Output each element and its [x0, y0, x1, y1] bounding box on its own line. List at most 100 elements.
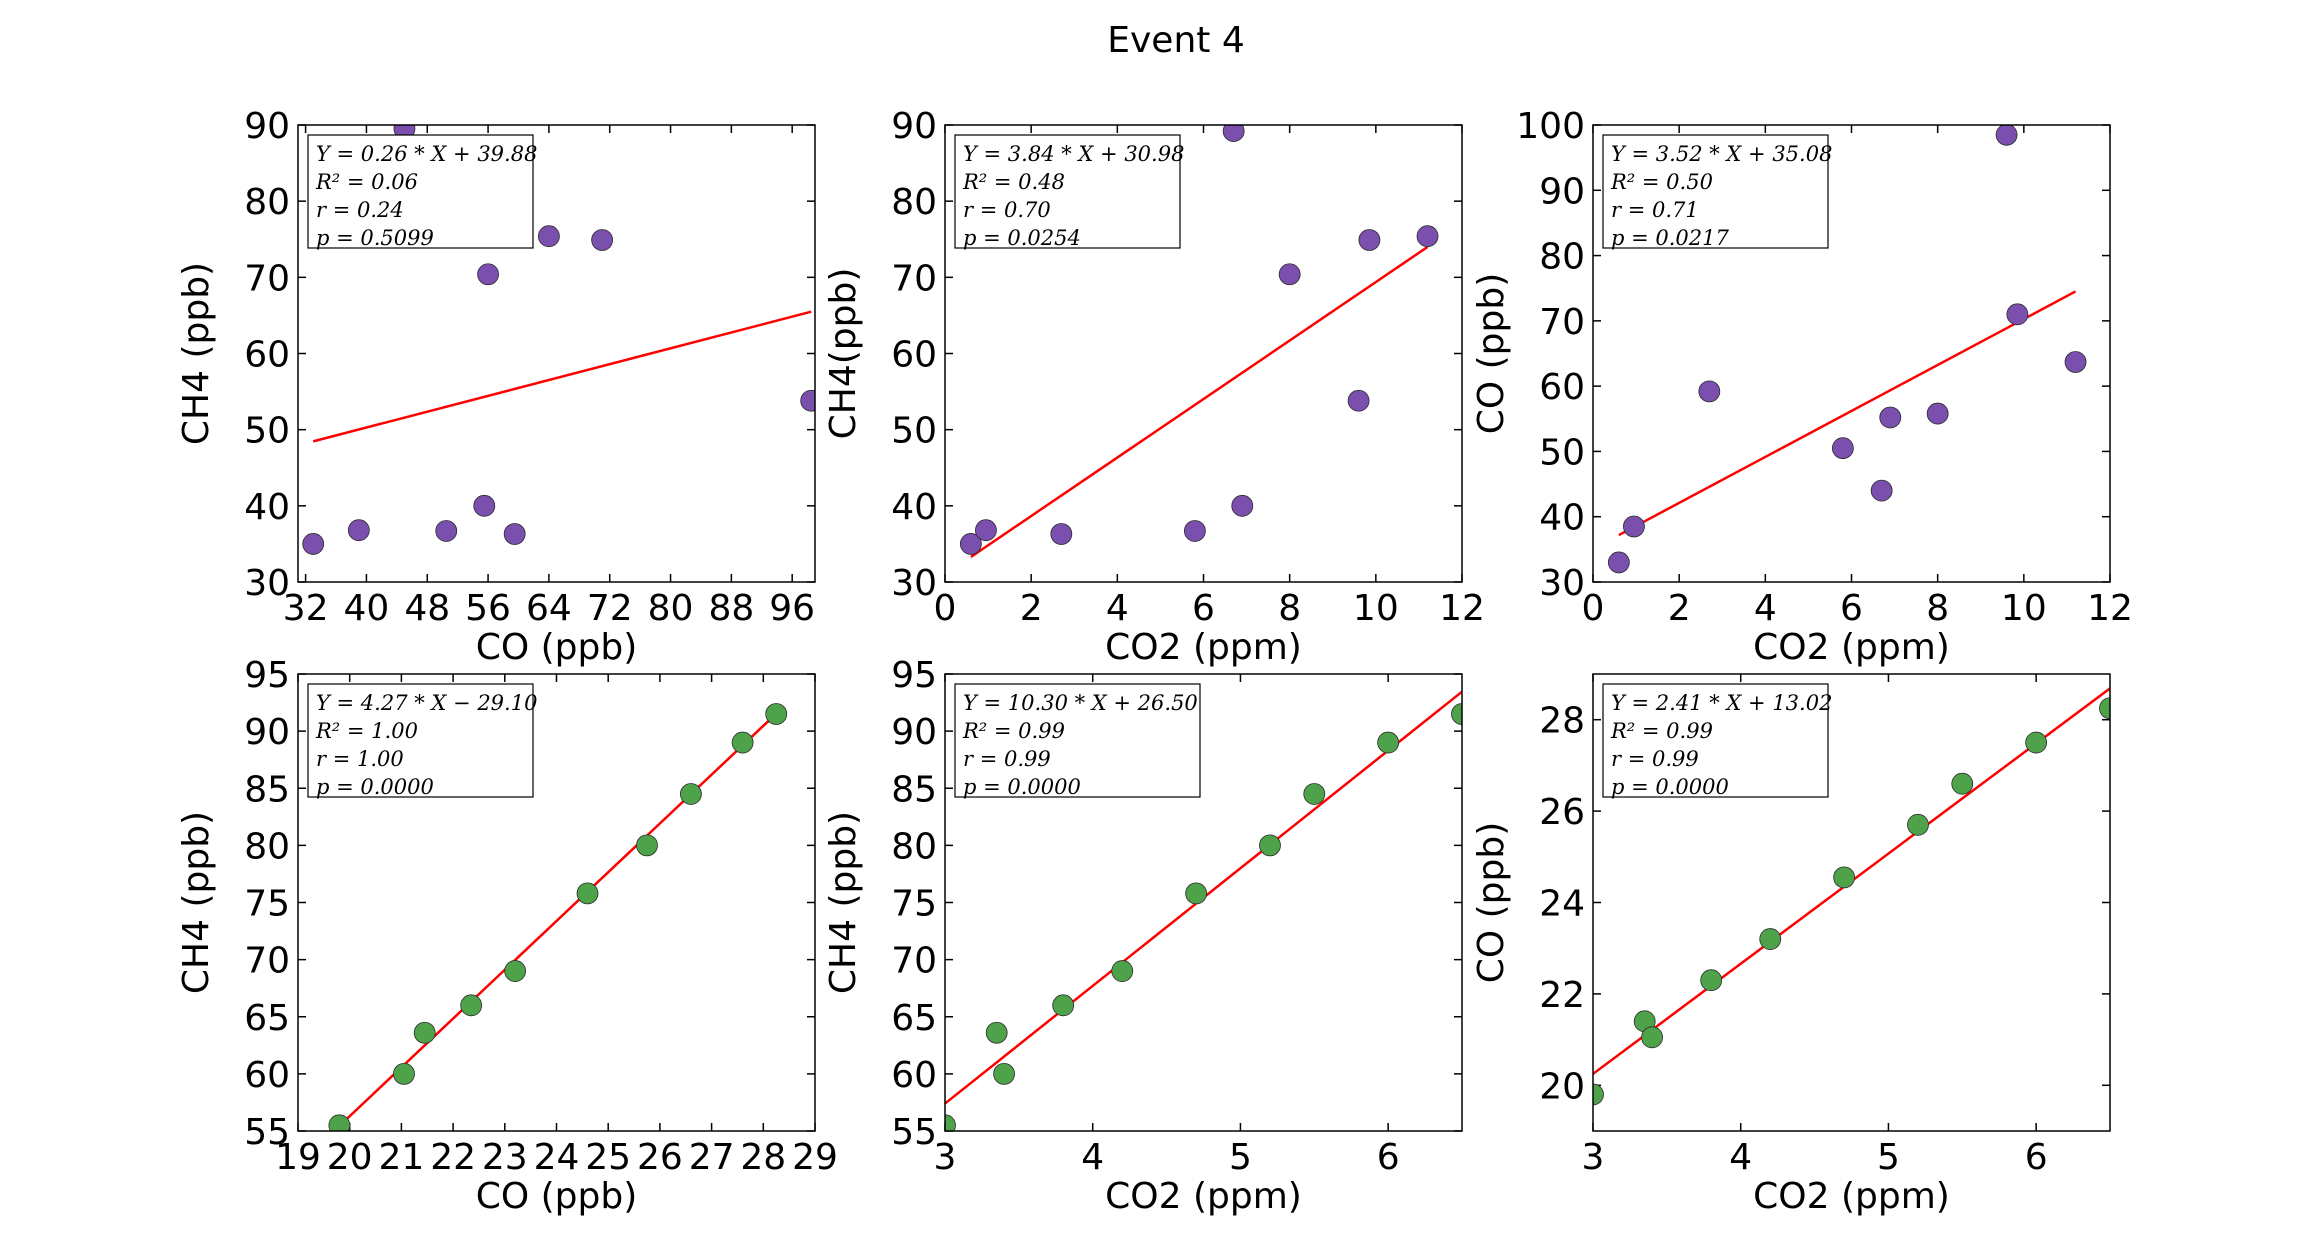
stats-line: R² = 1.00 [315, 719, 418, 743]
y-tick-label: 22 [1539, 975, 1585, 1016]
data-point [1231, 494, 1254, 517]
data-point [2006, 303, 2029, 326]
data-point [945, 1114, 956, 1131]
y-tick-label: 50 [244, 411, 290, 452]
data-point [537, 225, 560, 248]
plot-frame [297, 124, 816, 583]
data-point [959, 533, 982, 555]
x-axis-label: CO (ppb) [476, 627, 638, 668]
x-tick-label: 28 [740, 1137, 786, 1178]
points [945, 703, 1462, 1131]
y-tick-label: 85 [891, 769, 937, 810]
data-point [1377, 731, 1400, 754]
y-tick-label: 90 [244, 712, 290, 753]
x-tick-label: 32 [283, 588, 329, 629]
x-tick-label: 0 [1582, 588, 1605, 629]
data-point [1259, 834, 1281, 857]
figure-title: Event 4 [1107, 20, 1244, 61]
stats-line: p = 0.0217 [1611, 226, 1730, 250]
x-tick-label: 72 [587, 588, 633, 629]
data-point [1879, 406, 1902, 429]
data-point [1700, 969, 1723, 992]
data-point [1641, 1026, 1663, 1049]
y-axis-label: CO (ppb) [1471, 273, 1512, 435]
stats-line: Y = 3.84 * X + 30.98 [963, 142, 1184, 166]
x-tick-label: 26 [637, 1137, 683, 1178]
data-point [1416, 225, 1439, 248]
stats-line: p = 0.0000 [963, 775, 1081, 799]
x-tick-label: 0 [934, 588, 957, 629]
y-tick-label: 60 [891, 1055, 937, 1096]
y-tick-label: 60 [1539, 367, 1585, 408]
stats-line: R² = 0.06 [315, 170, 418, 194]
data-point [2099, 697, 2110, 720]
x-axis-label: CO2 (ppm) [1105, 627, 1302, 668]
stats-line: p = 0.0000 [1611, 775, 1729, 799]
stats-line: Y = 4.27 * X − 29.10 [316, 691, 537, 715]
y-tick-label: 40 [1539, 498, 1585, 539]
y-tick-label: 60 [244, 1055, 290, 1096]
x-tick-label: 21 [378, 1137, 424, 1178]
y-tick-label: 60 [891, 335, 937, 376]
x-tick-label: 3 [934, 1137, 957, 1178]
data-point [1759, 928, 1782, 950]
points [328, 703, 788, 1131]
subplot-2: 0 2 4 6 8 10 12 30 40 50 60 70 80 90 Y = 3.84 * X + 30… [823, 106, 1485, 668]
plot-frame [944, 673, 1463, 1132]
data-point [680, 783, 702, 805]
points [959, 125, 1439, 555]
y-tick-label: 50 [891, 411, 937, 452]
y-tick-label: 95 [244, 655, 290, 696]
data-point [576, 882, 599, 905]
y-tick-label: 55 [891, 1112, 937, 1153]
stats-line: r = 0.99 [1611, 747, 1699, 771]
y-tick-label: 60 [244, 335, 290, 376]
data-point [1926, 402, 1949, 425]
y-tick-label: 40 [891, 487, 937, 528]
data-point [1995, 125, 2018, 146]
data-point [636, 834, 658, 857]
fit-line [970, 245, 1429, 559]
stats-line: Y = 3.52 * X + 35.08 [1611, 142, 1832, 166]
y-axis-label: CH4 (ppb) [823, 811, 864, 994]
data-point [1833, 866, 1856, 889]
x-tick-label: 12 [2087, 588, 2133, 629]
y-tick-label: 90 [891, 712, 937, 753]
y-tick-label: 30 [891, 563, 937, 604]
data-point [347, 519, 370, 542]
x-tick-label: 10 [1353, 588, 1399, 629]
stats-line: R² = 0.50 [1610, 170, 1713, 194]
data-point [1870, 479, 1893, 502]
stats-line: r = 0.24 [316, 198, 404, 222]
x-tick-label: 19 [275, 1137, 321, 1178]
data-point [1183, 520, 1206, 542]
data-point [1907, 813, 1929, 836]
data-point [1698, 380, 1721, 403]
stats-line: r = 0.99 [963, 747, 1051, 771]
y-tick-label: 30 [1539, 563, 1585, 604]
stats-line: Y = 10.30 * X + 26.50 [963, 691, 1198, 715]
subplot-6: 3 4 5 6 20 22 24 26 28 Y = 2.41 * X + 13.02 R² = 0… [1471, 673, 2111, 1217]
x-tick-label: 29 [792, 1137, 838, 1178]
data-point [1111, 960, 1134, 982]
plot-frame [1592, 673, 2111, 1132]
stats-box [954, 683, 1201, 798]
data-point [1951, 772, 1974, 795]
y-tick-label: 80 [244, 182, 290, 223]
y-tick-label: 70 [891, 941, 937, 982]
data-point [993, 1062, 1015, 1085]
data-point [504, 960, 527, 982]
data-point [1831, 437, 1854, 460]
y-tick-label: 80 [891, 826, 937, 867]
data-point [731, 731, 754, 754]
points [302, 125, 815, 555]
x-tick-label: 2 [1668, 588, 1691, 629]
x-tick-label: 20 [327, 1137, 373, 1178]
y-tick-label: 100 [1516, 106, 1585, 147]
stats-box [1602, 134, 1829, 249]
x-axis-label: CO2 (ppm) [1753, 627, 1950, 668]
stats-box [1602, 683, 1829, 798]
plot-frame [1592, 124, 2111, 583]
